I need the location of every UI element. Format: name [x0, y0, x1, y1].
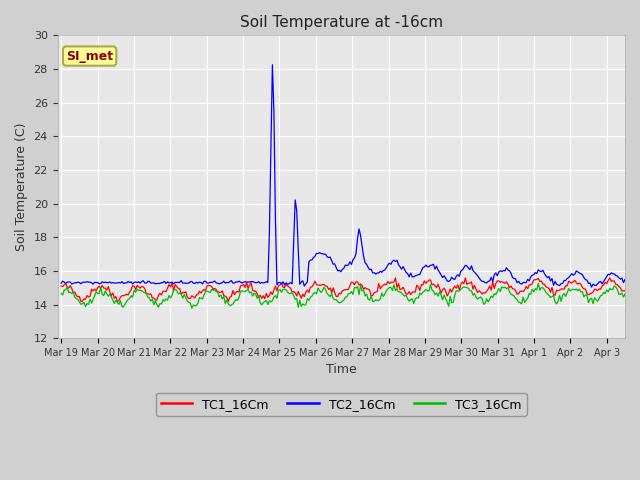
Legend: TC1_16Cm, TC2_16Cm, TC3_16Cm: TC1_16Cm, TC2_16Cm, TC3_16Cm: [156, 393, 527, 416]
Title: Soil Temperature at -16cm: Soil Temperature at -16cm: [240, 15, 443, 30]
X-axis label: Time: Time: [326, 363, 356, 376]
Text: SI_met: SI_met: [66, 49, 113, 62]
Y-axis label: Soil Temperature (C): Soil Temperature (C): [15, 122, 28, 251]
